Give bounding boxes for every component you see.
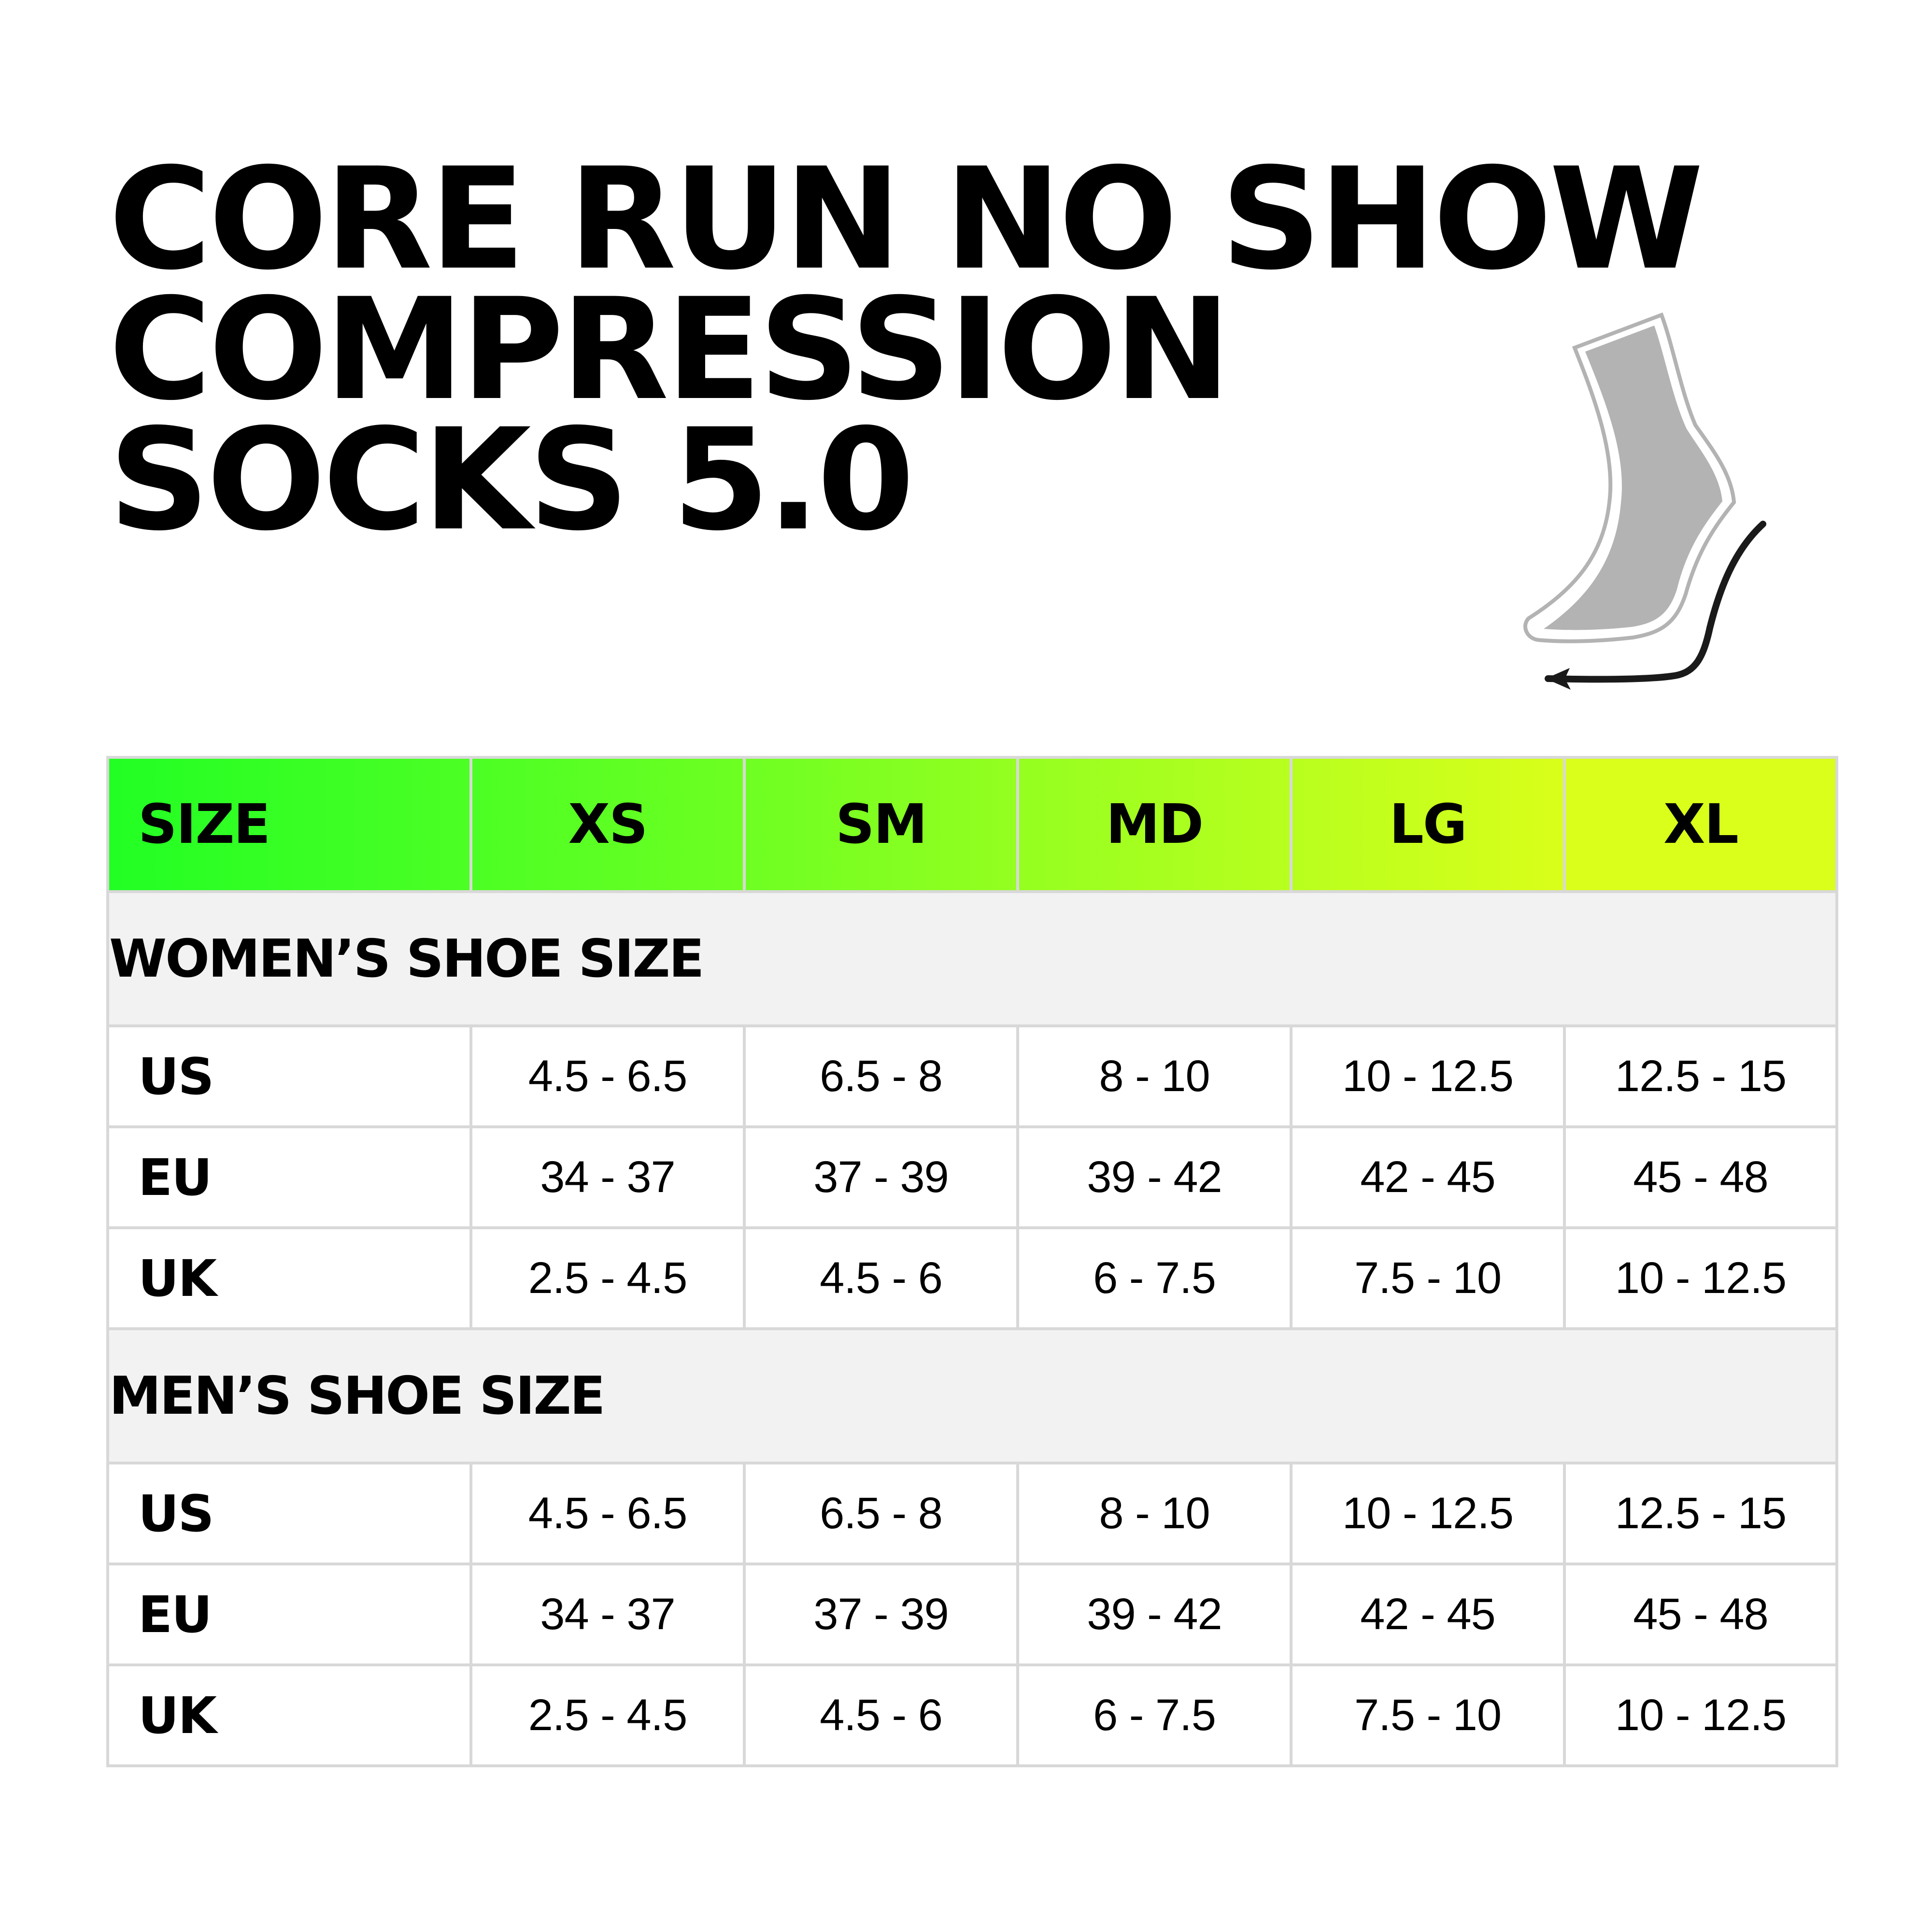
size-value-cell: 39 - 42 (1016, 1563, 1293, 1666)
title-line-3: SOCKS 5.0 (109, 399, 915, 562)
size-value-cell: 10 - 12.5 (1563, 1663, 1838, 1767)
section-heading-row: MEN’S SHOE SIZE (106, 1327, 1838, 1464)
row-label: EU (106, 1125, 472, 1229)
size-value-cell: 37 - 39 (743, 1563, 1019, 1666)
size-value-cell: 6.5 - 8 (743, 1024, 1019, 1128)
no-show-sock-icon (1523, 312, 1766, 690)
size-chart-table: SIZE XS SM MD LG XL WOMEN’S SHOE SIZE US 4.5 - 6… (106, 756, 1838, 1767)
size-value-cell: 10 - 12.5 (1290, 1024, 1566, 1128)
size-value-cell: 8 - 10 (1016, 1024, 1293, 1128)
size-value-cell: 2.5 - 4.5 (469, 1226, 746, 1330)
page-title: CORE RUN NO SHOW COMPRESSION SOCKS 5.0 (109, 138, 1704, 562)
size-header-cell: MD (1016, 756, 1293, 893)
row-label: UK (106, 1226, 472, 1330)
size-value-cell: 7.5 - 10 (1290, 1663, 1566, 1767)
size-value-cell: 39 - 42 (1016, 1125, 1293, 1229)
size-header-cell: XL (1563, 756, 1838, 893)
size-value-cell: 42 - 45 (1290, 1563, 1566, 1666)
size-header-label: SIZE (106, 756, 472, 893)
title-line-1: CORE RUN NO SHOW (109, 138, 1704, 301)
size-header-cell: XS (469, 756, 746, 893)
row-label: US (106, 1024, 472, 1128)
size-value-cell: 42 - 45 (1290, 1125, 1566, 1229)
size-value-cell: 4.5 - 6 (743, 1226, 1019, 1330)
size-value-cell: 7.5 - 10 (1290, 1226, 1566, 1330)
title-line-2: COMPRESSION (109, 269, 1231, 431)
size-value-cell: 8 - 10 (1016, 1462, 1293, 1565)
section-heading: MEN’S SHOE SIZE (106, 1327, 1838, 1464)
size-value-cell: 4.5 - 6 (743, 1663, 1019, 1767)
table-row: EU 34 - 37 37 - 39 39 - 42 42 - 45 45 - 48 (106, 1125, 1838, 1229)
size-header-cell: LG (1290, 756, 1566, 893)
size-value-cell: 6 - 7.5 (1016, 1226, 1293, 1330)
size-value-cell: 6.5 - 8 (743, 1462, 1019, 1565)
size-value-cell: 34 - 37 (469, 1125, 746, 1229)
table-row: EU 34 - 37 37 - 39 39 - 42 42 - 45 45 - 48 (106, 1563, 1838, 1666)
size-value-cell: 6 - 7.5 (1016, 1663, 1293, 1767)
size-value-cell: 37 - 39 (743, 1125, 1019, 1229)
size-value-cell: 10 - 12.5 (1290, 1462, 1566, 1565)
size-value-cell: 12.5 - 15 (1563, 1462, 1838, 1565)
row-label: UK (106, 1663, 472, 1767)
size-value-cell: 4.5 - 6.5 (469, 1024, 746, 1128)
size-value-cell: 45 - 48 (1563, 1563, 1838, 1666)
size-value-cell: 10 - 12.5 (1563, 1226, 1838, 1330)
size-header-row: SIZE XS SM MD LG XL (106, 756, 1838, 893)
row-label: EU (106, 1563, 472, 1666)
size-value-cell: 4.5 - 6.5 (469, 1462, 746, 1565)
size-header-cell: SM (743, 756, 1019, 893)
size-value-cell: 45 - 48 (1563, 1125, 1838, 1229)
size-value-cell: 12.5 - 15 (1563, 1024, 1838, 1128)
row-label: US (106, 1462, 472, 1565)
section-heading: WOMEN’S SHOE SIZE (106, 890, 1838, 1027)
section-heading-row: WOMEN’S SHOE SIZE (106, 890, 1838, 1027)
size-value-cell: 34 - 37 (469, 1563, 746, 1666)
size-value-cell: 2.5 - 4.5 (469, 1663, 746, 1767)
